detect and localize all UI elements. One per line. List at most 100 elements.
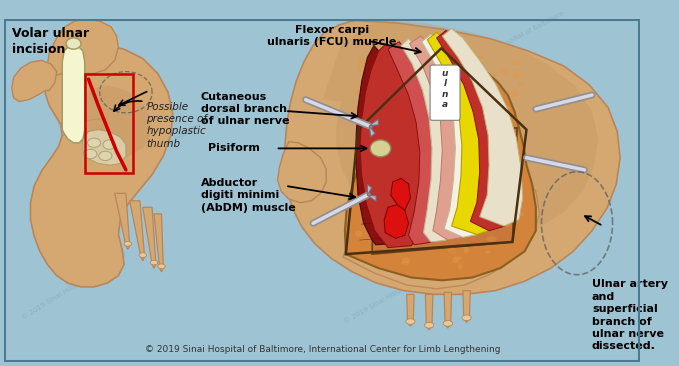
Ellipse shape: [401, 261, 409, 265]
Text: © 2019 Sinai Hospital of Baltimore: © 2019 Sinai Hospital of Baltimore: [454, 150, 565, 213]
Ellipse shape: [124, 242, 132, 246]
Text: Volar ulnar
incision: Volar ulnar incision: [12, 27, 89, 56]
Text: Ulnar artery
and
superficial
branch of
ulnar nerve
dissected.: Ulnar artery and superficial branch of u…: [592, 279, 668, 351]
Ellipse shape: [512, 72, 520, 79]
Polygon shape: [356, 45, 424, 245]
Ellipse shape: [505, 164, 510, 169]
Polygon shape: [444, 292, 452, 328]
Ellipse shape: [150, 260, 158, 265]
Ellipse shape: [355, 231, 363, 236]
Polygon shape: [345, 48, 536, 280]
Ellipse shape: [503, 130, 513, 135]
Ellipse shape: [501, 106, 511, 112]
Text: © 2019 Sinai Hospital of Baltimore: © 2019 Sinai Hospital of Baltimore: [21, 250, 128, 321]
Polygon shape: [367, 195, 376, 201]
Ellipse shape: [418, 208, 428, 212]
Ellipse shape: [406, 153, 413, 157]
Ellipse shape: [380, 172, 390, 178]
Ellipse shape: [84, 149, 97, 159]
Ellipse shape: [475, 72, 485, 78]
Ellipse shape: [139, 253, 147, 257]
Ellipse shape: [500, 132, 507, 135]
Ellipse shape: [455, 191, 465, 195]
Ellipse shape: [464, 209, 471, 216]
Polygon shape: [372, 128, 517, 254]
Polygon shape: [276, 19, 620, 294]
Ellipse shape: [416, 61, 426, 66]
Polygon shape: [71, 86, 152, 161]
Ellipse shape: [499, 197, 504, 203]
Ellipse shape: [411, 162, 424, 168]
FancyBboxPatch shape: [430, 65, 460, 120]
Ellipse shape: [499, 143, 509, 152]
Ellipse shape: [462, 315, 471, 321]
Ellipse shape: [357, 58, 367, 64]
Polygon shape: [369, 119, 379, 126]
Ellipse shape: [356, 156, 363, 160]
Ellipse shape: [406, 319, 415, 324]
Ellipse shape: [424, 322, 434, 328]
Ellipse shape: [469, 183, 480, 187]
Ellipse shape: [458, 263, 462, 269]
Polygon shape: [427, 32, 495, 235]
Ellipse shape: [373, 193, 384, 198]
Ellipse shape: [452, 233, 458, 237]
Ellipse shape: [494, 188, 499, 193]
Ellipse shape: [469, 101, 474, 107]
Ellipse shape: [386, 223, 394, 229]
Text: u
l
n
a: u l n a: [442, 69, 448, 109]
Text: © 2019 Sinai Hospital of Baltimore: © 2019 Sinai Hospital of Baltimore: [343, 258, 452, 325]
Ellipse shape: [399, 139, 411, 147]
Ellipse shape: [504, 171, 512, 178]
Ellipse shape: [398, 140, 407, 147]
Ellipse shape: [416, 130, 424, 135]
Ellipse shape: [98, 151, 112, 161]
Ellipse shape: [468, 152, 473, 160]
Ellipse shape: [491, 74, 497, 77]
Ellipse shape: [412, 199, 425, 204]
Ellipse shape: [370, 86, 376, 90]
Polygon shape: [343, 156, 540, 289]
Ellipse shape: [437, 221, 448, 227]
Ellipse shape: [459, 52, 464, 58]
Ellipse shape: [357, 65, 364, 72]
Ellipse shape: [402, 258, 410, 263]
Ellipse shape: [426, 150, 439, 156]
Ellipse shape: [454, 256, 462, 260]
Ellipse shape: [517, 212, 524, 216]
Ellipse shape: [354, 90, 363, 96]
Ellipse shape: [361, 128, 367, 134]
Text: Cutaneous
dorsal branch
of ulnar nerve: Cutaneous dorsal branch of ulnar nerve: [201, 92, 289, 127]
Ellipse shape: [366, 54, 375, 57]
Polygon shape: [442, 29, 523, 226]
Ellipse shape: [485, 236, 497, 242]
Ellipse shape: [448, 247, 457, 254]
Ellipse shape: [424, 229, 429, 233]
Ellipse shape: [409, 133, 420, 142]
Ellipse shape: [158, 264, 165, 269]
Ellipse shape: [445, 225, 456, 232]
Ellipse shape: [458, 236, 464, 240]
Ellipse shape: [500, 69, 508, 74]
Ellipse shape: [393, 165, 400, 171]
Ellipse shape: [466, 143, 471, 148]
Ellipse shape: [363, 151, 371, 157]
Ellipse shape: [103, 140, 115, 149]
Polygon shape: [422, 34, 485, 237]
Ellipse shape: [433, 97, 437, 102]
Text: Possible
presence of
hypoplastic
thumb: Possible presence of hypoplastic thumb: [147, 102, 208, 149]
Ellipse shape: [502, 221, 512, 227]
Ellipse shape: [453, 159, 458, 165]
Ellipse shape: [488, 208, 496, 212]
Ellipse shape: [392, 173, 401, 180]
Ellipse shape: [464, 247, 469, 254]
Ellipse shape: [440, 218, 449, 221]
Polygon shape: [409, 36, 471, 240]
Ellipse shape: [361, 139, 369, 142]
Ellipse shape: [443, 321, 452, 326]
Ellipse shape: [437, 149, 450, 156]
Ellipse shape: [488, 125, 497, 131]
Ellipse shape: [496, 221, 501, 224]
Ellipse shape: [403, 144, 409, 152]
Ellipse shape: [481, 145, 491, 150]
